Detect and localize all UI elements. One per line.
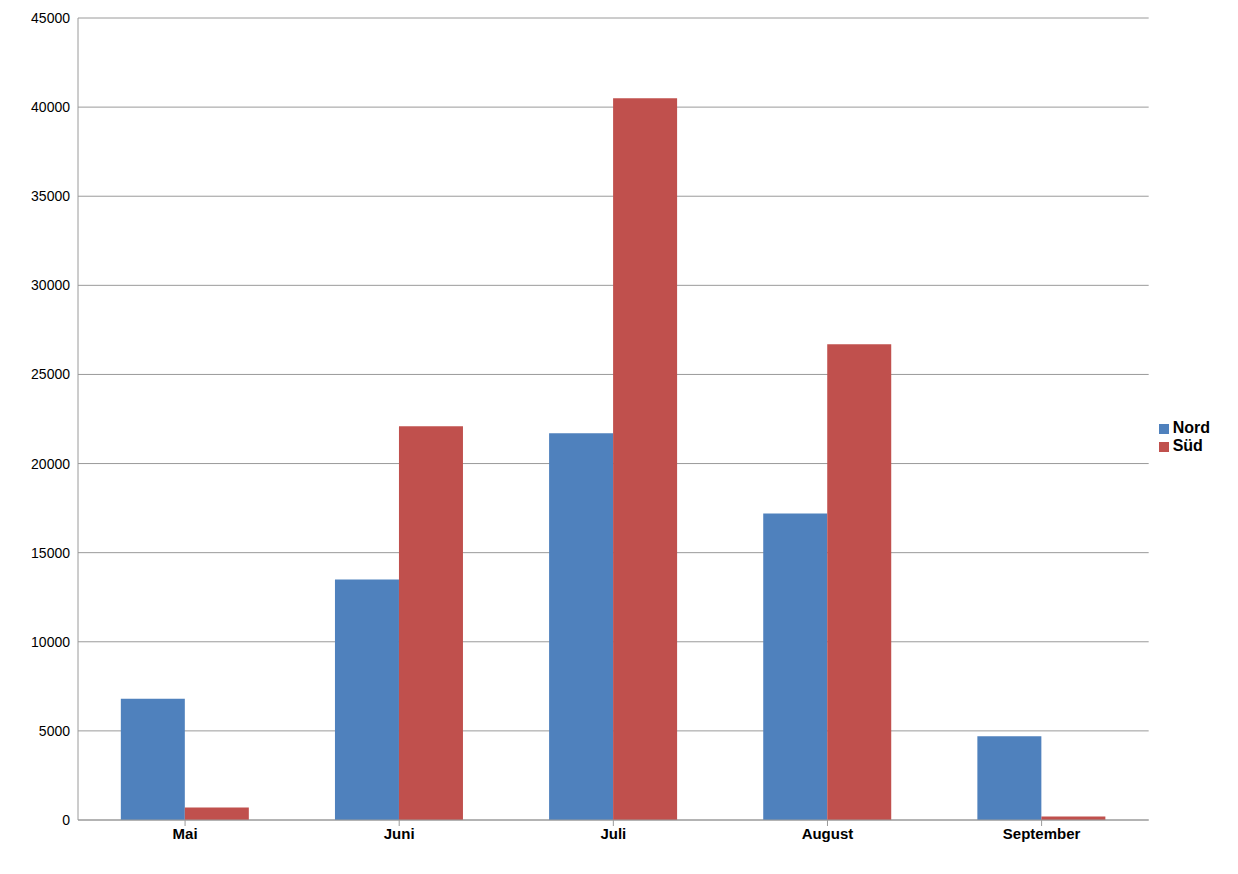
svg-text:20000: 20000	[31, 456, 70, 472]
svg-text:5000: 5000	[39, 723, 70, 739]
svg-text:Mai: Mai	[173, 825, 198, 842]
svg-text:Juli: Juli	[600, 825, 626, 842]
svg-text:40000: 40000	[31, 99, 70, 115]
svg-text:45000: 45000	[31, 10, 70, 26]
svg-text:0: 0	[62, 812, 70, 828]
svg-text:10000: 10000	[31, 634, 70, 650]
html-text:Süd: Süd	[1172, 437, 1203, 454]
svg-text:15000: 15000	[31, 545, 70, 561]
svg-text:September: September	[1003, 825, 1081, 842]
svg-text:25000: 25000	[31, 366, 70, 382]
svg-text:30000: 30000	[31, 277, 70, 293]
html-text:Nord: Nord	[1172, 419, 1210, 436]
svg-text:August: August	[802, 825, 854, 842]
svg-text:Juni: Juni	[384, 825, 415, 842]
svg-text:35000: 35000	[31, 188, 70, 204]
